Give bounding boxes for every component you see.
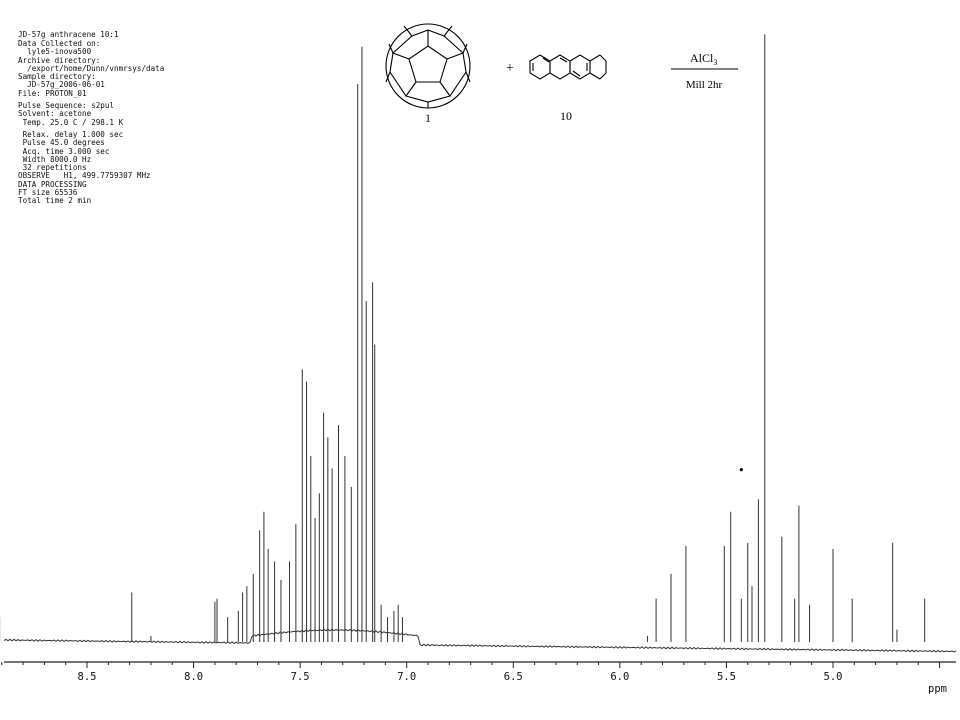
parameter-line: /export/home/Dunn/vnmrsys/data xyxy=(18,63,165,73)
axis-labels: 8.5 8.0 7.5 7.0 6.5 6.0 5.5 5.0 xyxy=(78,671,843,683)
reactant-1-label: 1 xyxy=(425,111,431,125)
parameter-line: Temp. 25.0 C / 298.1 K xyxy=(18,117,124,127)
tick-label: 6.5 xyxy=(504,671,523,683)
parameter-line: FT size 65536 xyxy=(18,188,78,198)
reactant-2-label: 10 xyxy=(560,109,572,123)
plus-sign: + xyxy=(506,61,514,76)
parameter-line: File: PROTON_01 xyxy=(18,88,87,98)
parameter-line: 32 repetitions xyxy=(18,163,87,173)
reagent-label: AlCl3 xyxy=(690,51,717,67)
acquisition-parameters: Data Collected on: lyle5-inova500 Archive… xyxy=(18,30,278,206)
tick-label: 6.0 xyxy=(610,671,629,683)
parameter-line: JD-57g_2006-06-01 xyxy=(18,80,105,90)
reaction-scheme: 1 + 10 AlCl3 Mill 2hr xyxy=(385,23,738,125)
sample-title: JD-57g anthracene 10:1 xyxy=(18,30,119,39)
condition-label: Mill 2hr xyxy=(686,79,723,91)
parameter-line: Total time 2 min xyxy=(18,196,92,206)
axis-unit-label: ppm xyxy=(928,683,947,695)
impurity-marker: • xyxy=(739,464,744,479)
spectrum-peaks xyxy=(0,34,926,642)
axis-ticks xyxy=(1,662,941,668)
parameter-line: Archive directory: xyxy=(18,55,101,65)
parameter-line: lyle5-inova500 xyxy=(18,47,92,57)
parameter-line: Solvent: acetone xyxy=(18,109,92,119)
tick-label: 5.5 xyxy=(717,671,736,683)
parameter-line: Relax. delay 1.000 sec xyxy=(18,129,124,139)
parameter-line: Pulse Sequence: s2pul xyxy=(18,101,115,111)
parameter-line: OBSERVE H1, 499.7759307 MHz xyxy=(18,171,151,181)
parameter-line: Width 8000.0 Hz xyxy=(18,154,92,164)
parameter-line: DATA PROCESSING xyxy=(18,179,87,189)
parameter-line: Data Collected on: xyxy=(18,39,101,48)
fullerene-c60-icon xyxy=(385,23,471,109)
parameter-line: Acq. time 3.000 sec xyxy=(18,146,110,156)
anthracene-icon xyxy=(529,54,607,80)
tick-label: 7.5 xyxy=(291,671,310,683)
parameter-line: Sample directory: xyxy=(18,72,96,82)
tick-label: 8.5 xyxy=(78,671,97,683)
tick-label: 8.0 xyxy=(184,671,203,683)
tick-label: 7.0 xyxy=(397,671,416,683)
parameter-line: Pulse 45.0 degrees xyxy=(18,138,105,148)
tick-label: 5.0 xyxy=(824,671,843,683)
spectrum-baseline xyxy=(3,628,957,653)
